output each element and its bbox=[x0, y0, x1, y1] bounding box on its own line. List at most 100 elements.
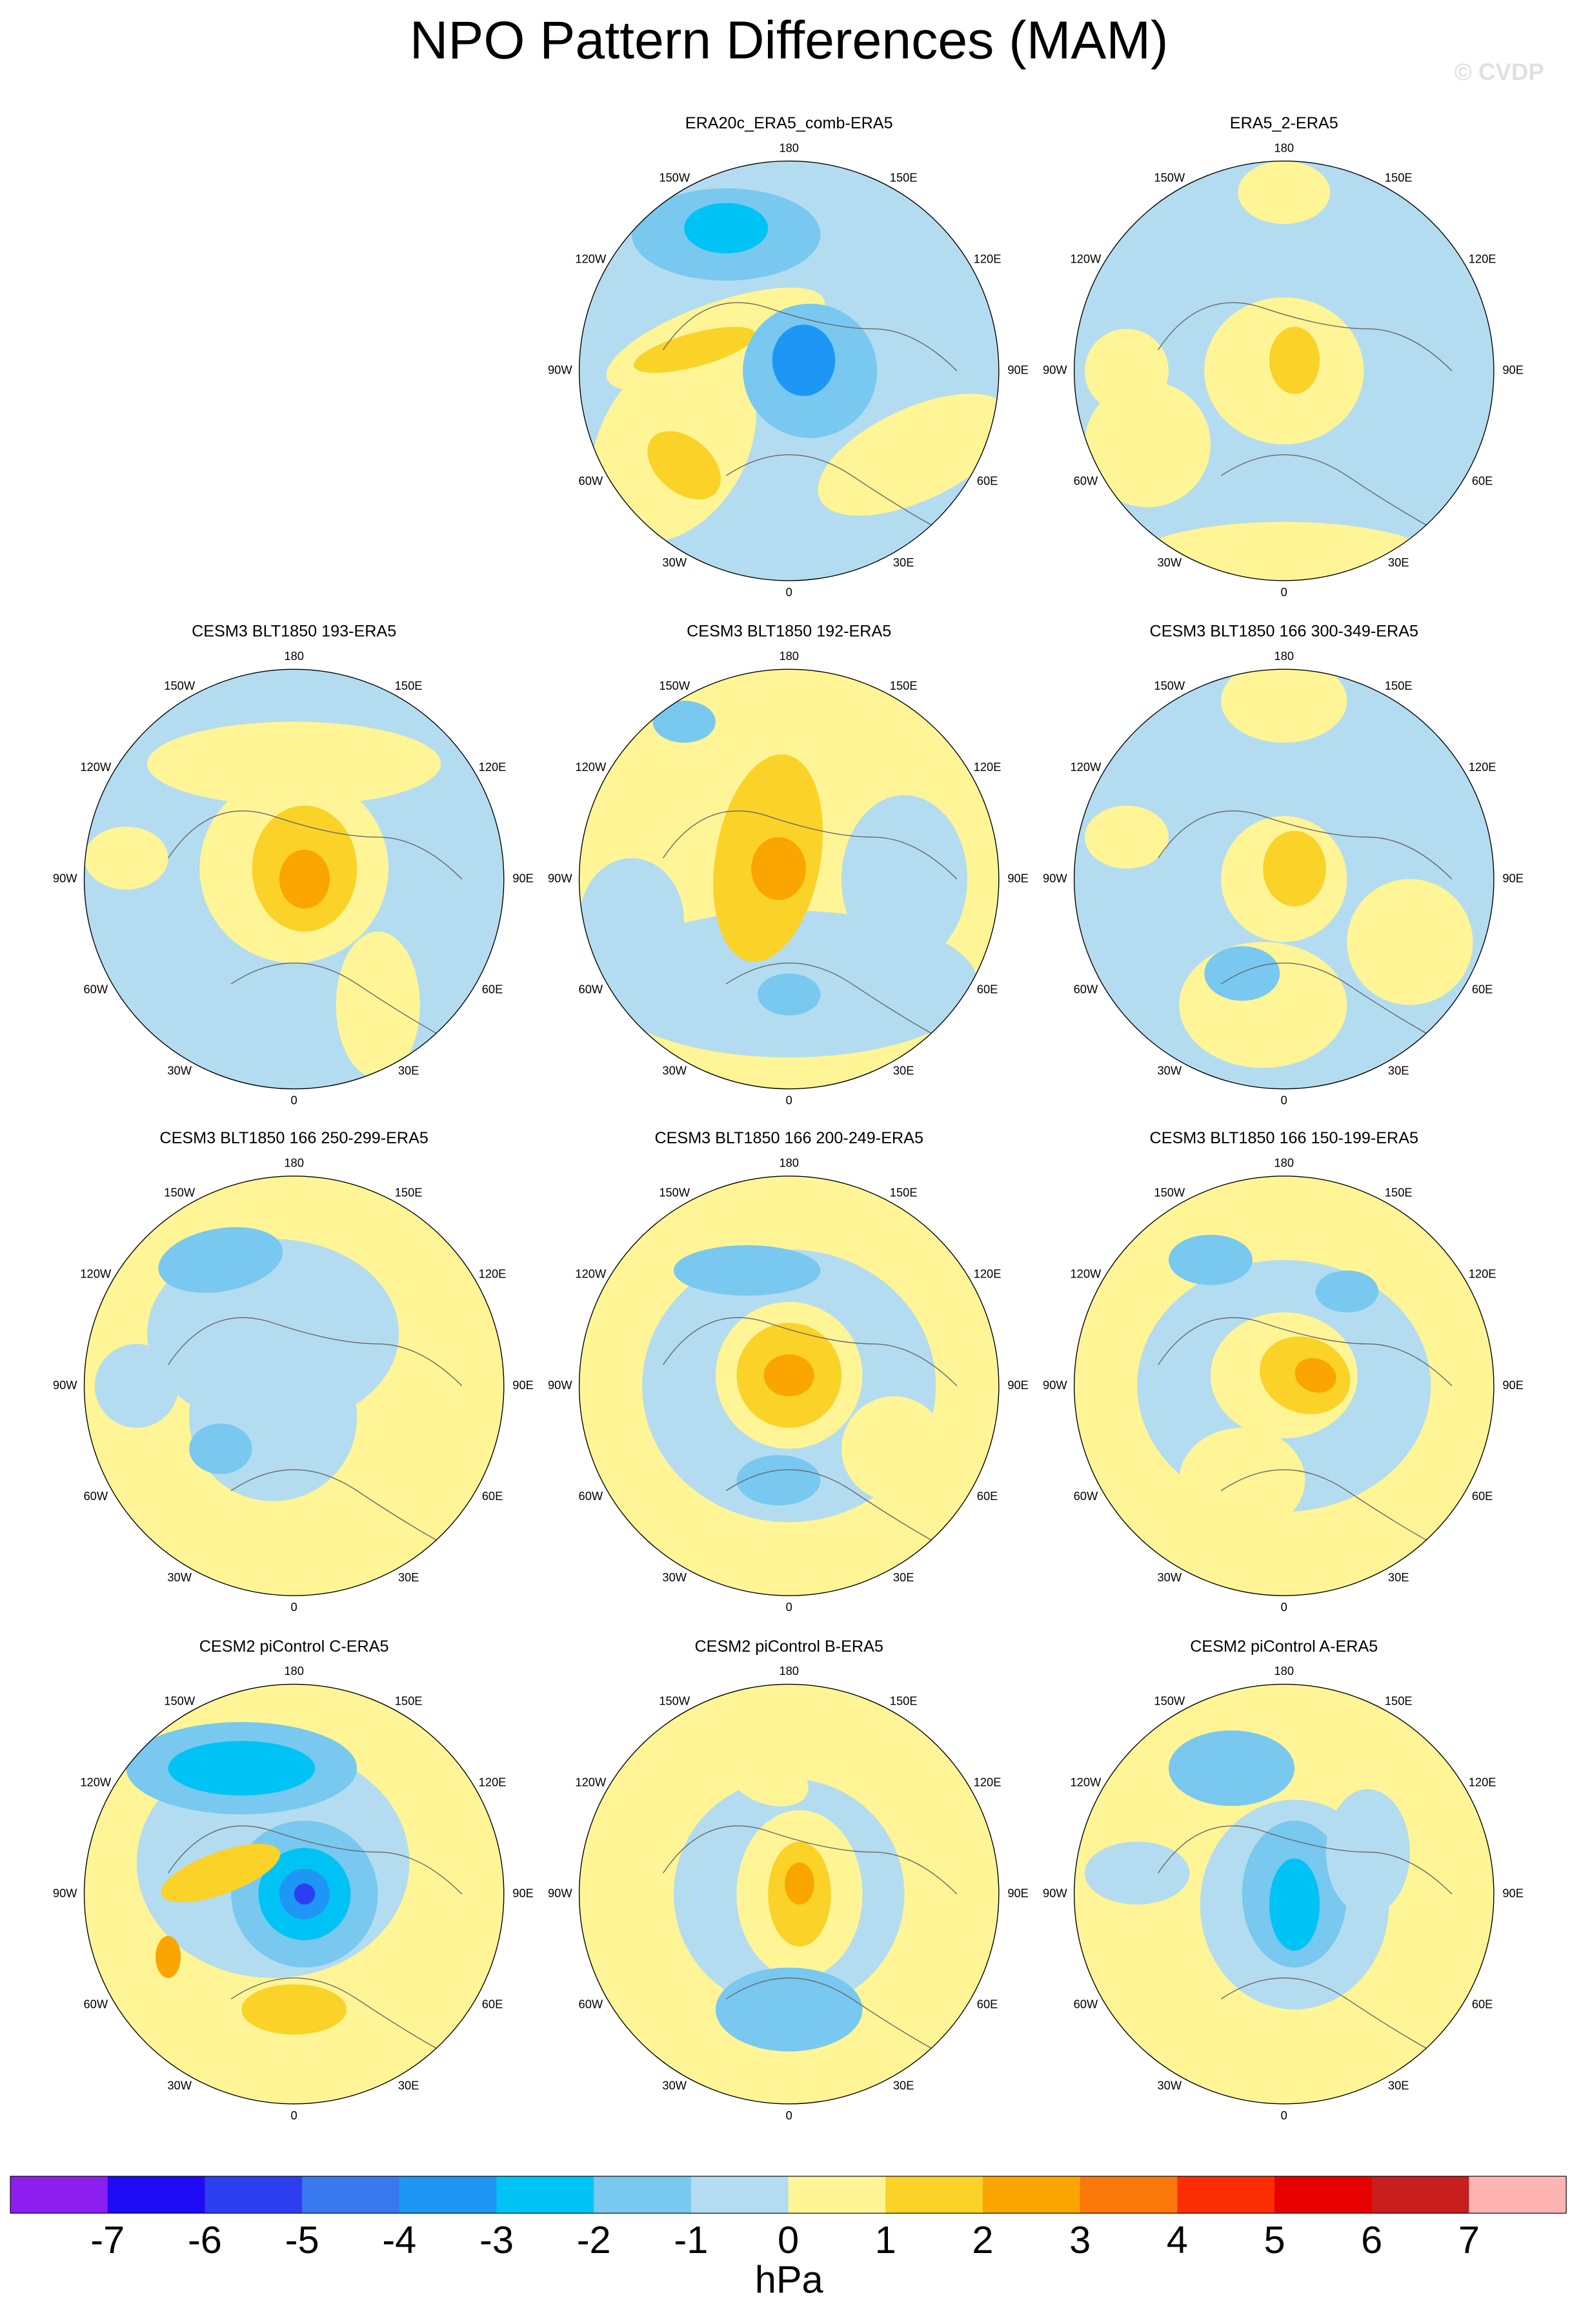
longitude-label: 60W bbox=[579, 474, 603, 488]
contour-region bbox=[1315, 1270, 1379, 1313]
longitude-label: 150W bbox=[1154, 170, 1185, 184]
color-box bbox=[107, 2176, 206, 2214]
field bbox=[579, 161, 999, 581]
map-border bbox=[1073, 160, 1495, 581]
contour-region bbox=[1168, 1730, 1295, 1807]
field bbox=[579, 669, 999, 1089]
longitude-label: 150E bbox=[395, 1694, 423, 1707]
colorbar-tick-label: -6 bbox=[188, 2218, 222, 2261]
longitude-label: 150E bbox=[890, 1186, 918, 1199]
longitude-label: 30W bbox=[662, 1063, 687, 1077]
longitude-label: 90W bbox=[1043, 363, 1067, 377]
colorbar-unit: hPa bbox=[755, 2258, 824, 2301]
longitude-label: 0 bbox=[1281, 585, 1287, 599]
longitude-label: 30W bbox=[662, 1570, 687, 1584]
contour-region bbox=[1126, 521, 1442, 581]
contour-region bbox=[1084, 1841, 1190, 1905]
contour-region bbox=[189, 1423, 252, 1474]
color-box bbox=[302, 2176, 400, 2214]
longitude-label: 30E bbox=[893, 556, 914, 569]
longitude-label: 120E bbox=[1469, 1775, 1496, 1788]
field bbox=[579, 1684, 999, 2104]
coastline bbox=[1158, 1317, 1453, 1554]
contour-region bbox=[279, 849, 330, 909]
panel-title: ERA20c_ERA5_comb-ERA5 bbox=[685, 114, 893, 132]
field bbox=[1074, 161, 1494, 581]
longitude-label: 150E bbox=[395, 1186, 423, 1199]
coastline bbox=[1158, 302, 1453, 539]
field bbox=[579, 1176, 999, 1596]
contour-region bbox=[736, 1455, 821, 1506]
longitude-label: 120W bbox=[1071, 760, 1102, 774]
longitude-label: 60E bbox=[977, 1489, 998, 1503]
field bbox=[84, 1176, 504, 1596]
contour-region bbox=[1084, 805, 1169, 869]
color-box bbox=[594, 2176, 692, 2214]
longitude-label: 30W bbox=[1158, 1063, 1182, 1077]
field bbox=[1074, 1176, 1494, 1596]
colorbar-tick-label: 2 bbox=[972, 2218, 993, 2261]
contour-region bbox=[1168, 1234, 1253, 1285]
longitude-label: 30E bbox=[893, 2079, 914, 2092]
longitude-label: 60W bbox=[579, 1489, 603, 1503]
longitude-label: 180 bbox=[1274, 649, 1294, 663]
map-panel: CESM3 BLT1850 166 300-349-ERA5 180 150E 120… bbox=[1043, 623, 1524, 1107]
longitude-label: 30E bbox=[398, 2079, 419, 2092]
colorbar-tick-label: 0 bbox=[778, 2218, 799, 2261]
longitude-label: 30W bbox=[167, 1063, 192, 1077]
longitude-label: 60W bbox=[1074, 982, 1098, 996]
color-box bbox=[10, 2176, 108, 2214]
longitude-label: 30W bbox=[1158, 1570, 1182, 1584]
colorbar-tick-label: 1 bbox=[875, 2218, 896, 2261]
longitude-label: 0 bbox=[786, 585, 792, 599]
contour-region bbox=[161, 1843, 281, 1903]
credit: © CVDP bbox=[1455, 59, 1544, 85]
longitude-label: 150E bbox=[1385, 1694, 1413, 1707]
contour-region bbox=[168, 1741, 316, 1796]
coastline bbox=[663, 302, 958, 539]
longitude-label: 150E bbox=[1385, 170, 1413, 184]
longitude-label: 60E bbox=[1472, 982, 1493, 996]
longitude-label: 120E bbox=[974, 1775, 1002, 1788]
map-border bbox=[578, 668, 1000, 1090]
color-box bbox=[1274, 2176, 1373, 2214]
contour-region bbox=[1269, 1858, 1320, 1951]
longitude-label: 90E bbox=[1502, 1378, 1524, 1392]
longitude-label: 90W bbox=[548, 1886, 572, 1899]
longitude-label: 0 bbox=[291, 2109, 297, 2122]
contour-region bbox=[633, 326, 756, 373]
longitude-label: 180 bbox=[1274, 141, 1294, 154]
longitude-label: 120W bbox=[1071, 1267, 1102, 1281]
longitude-label: 90W bbox=[53, 871, 77, 885]
longitude-label: 120E bbox=[1469, 760, 1496, 774]
longitude-label: 30E bbox=[1388, 556, 1409, 569]
panel-title: ERA5_2-ERA5 bbox=[1230, 114, 1338, 132]
color-box bbox=[1080, 2176, 1178, 2214]
longitude-label: 150E bbox=[1385, 1186, 1413, 1199]
contour-region bbox=[147, 721, 441, 806]
coastline bbox=[167, 1317, 463, 1554]
longitude-label: 90W bbox=[1043, 871, 1067, 885]
longitude-label: 0 bbox=[786, 1600, 792, 1614]
colorbar-tick-label: -1 bbox=[674, 2218, 708, 2261]
field bbox=[84, 669, 504, 1089]
colorbar-border bbox=[10, 2176, 1567, 2214]
longitude-label: 60E bbox=[977, 1998, 998, 2011]
longitude-label: 90W bbox=[548, 363, 572, 377]
longitude-label: 60W bbox=[579, 1998, 603, 2011]
longitude-label: 30W bbox=[662, 556, 687, 569]
contour-region bbox=[647, 431, 721, 499]
longitude-label: 180 bbox=[284, 1156, 304, 1169]
contour-region bbox=[156, 1936, 181, 1978]
contour-region bbox=[336, 931, 420, 1079]
longitude-label: 120E bbox=[479, 1267, 507, 1281]
longitude-label: 90W bbox=[53, 1886, 77, 1899]
longitude-label: 120W bbox=[575, 1267, 607, 1281]
map-border bbox=[578, 160, 1000, 581]
contour-region bbox=[841, 795, 968, 963]
longitude-label: 150W bbox=[1154, 1186, 1185, 1199]
longitude-label: 120E bbox=[479, 1775, 507, 1788]
contour-region bbox=[94, 1343, 179, 1428]
contour-region bbox=[294, 1883, 316, 1905]
coastline bbox=[663, 1317, 958, 1554]
